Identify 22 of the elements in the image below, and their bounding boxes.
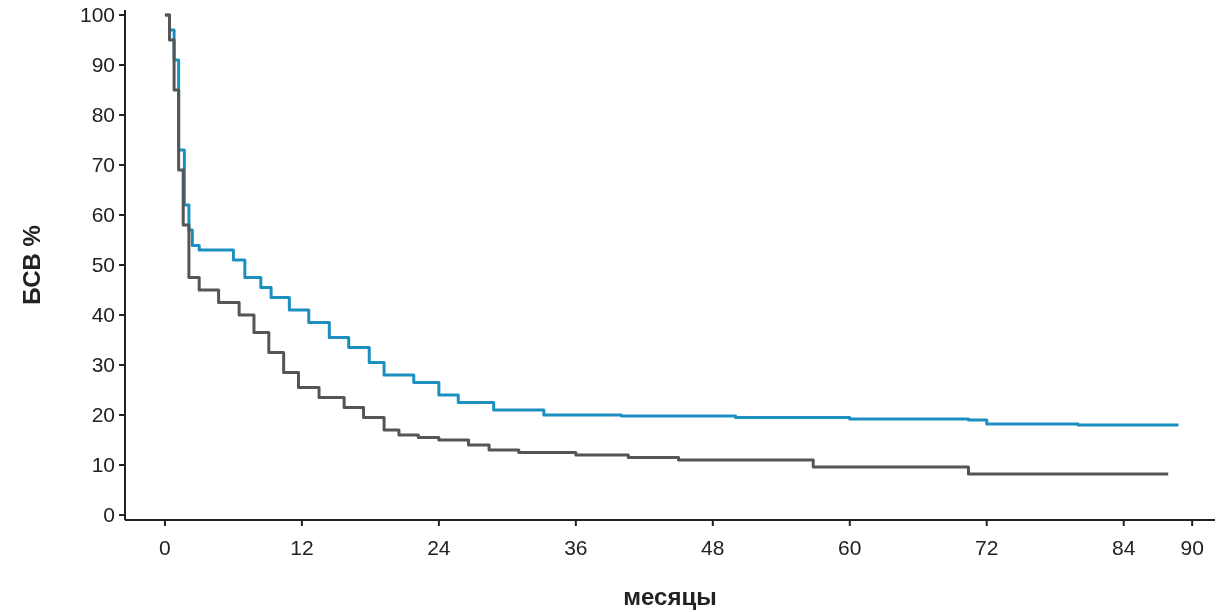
y-tick-label: 70 (91, 153, 115, 177)
y-tick-label: 40 (91, 303, 115, 327)
x-tick-label: 90 (1180, 536, 1204, 559)
x-tick-label: 60 (838, 536, 862, 559)
x-tick-label: 0 (159, 536, 171, 559)
y-tick-label: 10 (91, 453, 115, 477)
x-tick-label: 48 (701, 536, 725, 559)
x-tick-label: 24 (427, 536, 451, 559)
y-tick-label: 60 (91, 203, 115, 227)
x-tick-label: 36 (564, 536, 588, 559)
x-tick-label: 12 (290, 536, 314, 559)
y-tick-label: 0 (103, 503, 115, 527)
y-tick-label: 20 (91, 403, 115, 427)
x-axis-title: месяцы (623, 583, 717, 610)
x-tick-label: 84 (1112, 536, 1136, 559)
x-tick-label: 72 (975, 536, 999, 559)
y-tick-label: 100 (79, 3, 115, 27)
y-tick-label: 50 (91, 253, 115, 277)
y-tick-label: 30 (91, 353, 115, 377)
y-tick-label: 80 (91, 103, 115, 127)
y-axis-title: БСВ % (18, 225, 45, 305)
y-tick-label: 90 (91, 53, 115, 77)
